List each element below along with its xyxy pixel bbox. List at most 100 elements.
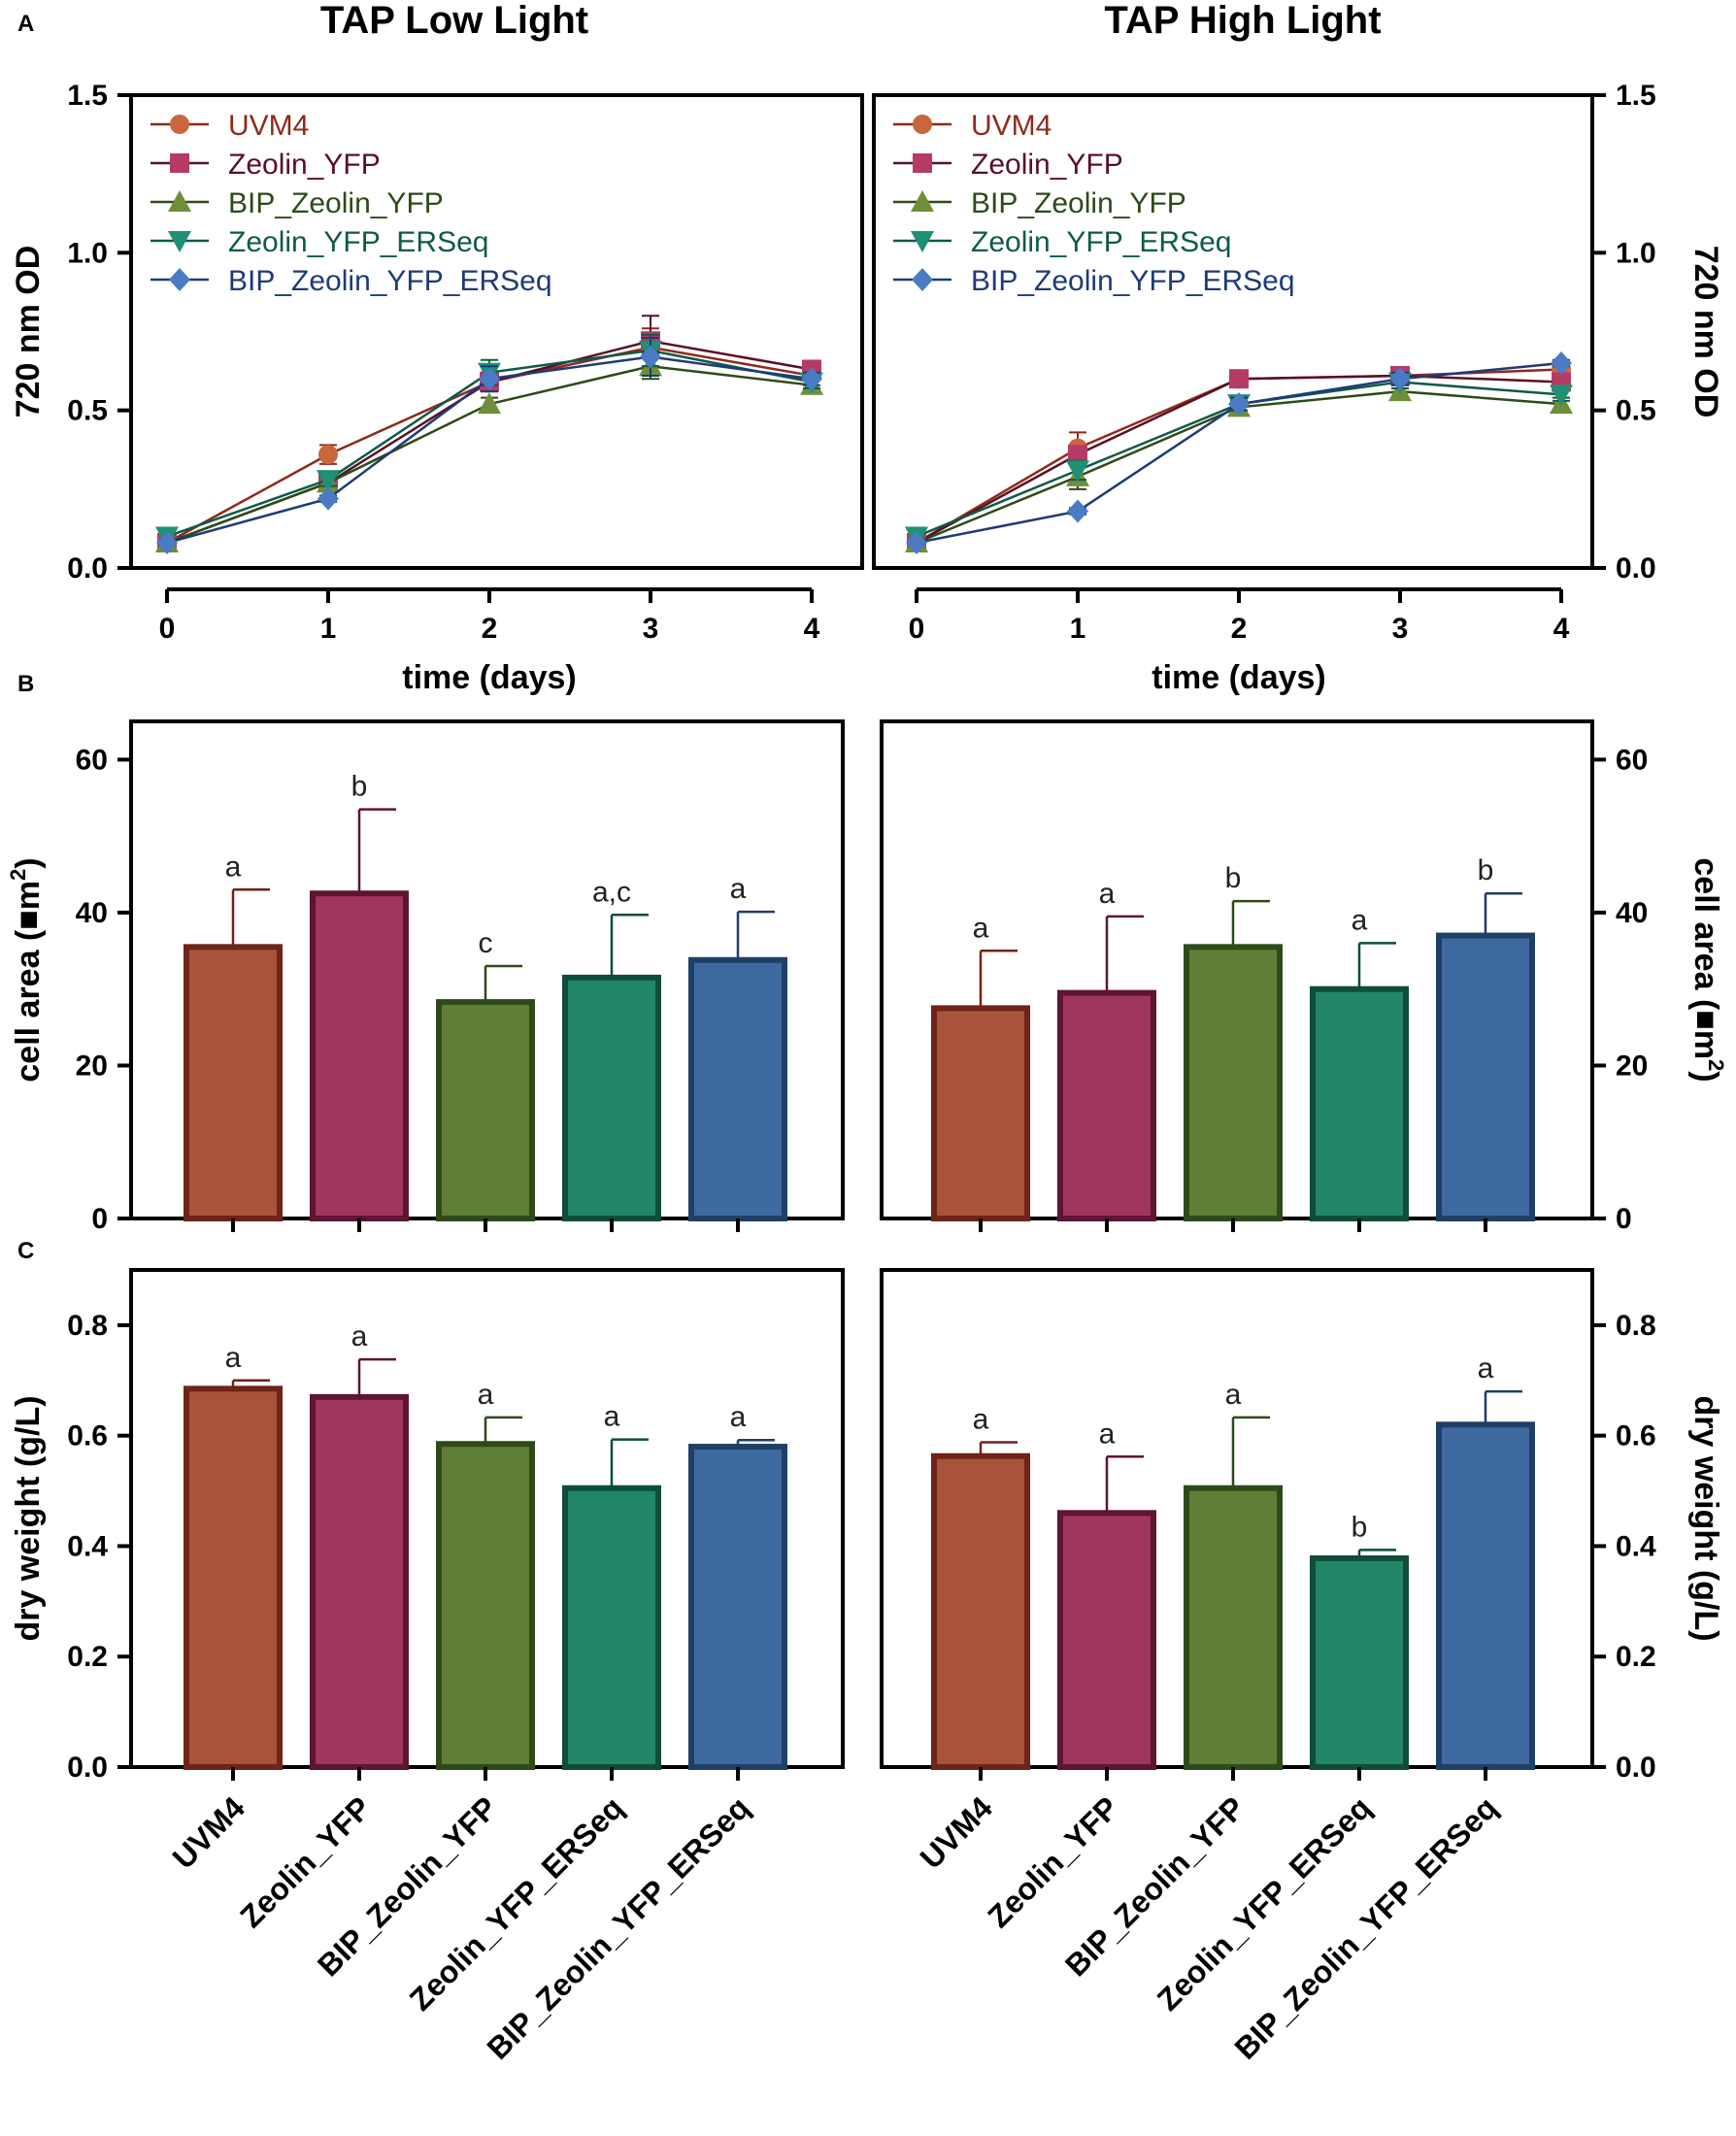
legend-label-uvm4: UVM4	[228, 110, 309, 142]
significance-letter: b	[1352, 1511, 1368, 1543]
y-tick-label: 0.5	[67, 395, 108, 427]
significance-letter: a	[1099, 1418, 1116, 1450]
y-tick-label: 0.2	[67, 1641, 108, 1673]
significance-letter: a	[730, 873, 747, 905]
y-tick-label: 0	[91, 1203, 108, 1235]
panel-label-c: C	[17, 1238, 34, 1264]
legend: UVM4 Zeolin_YFP BIP_Zeolin_YFP Zeolin_YFP_E…	[893, 110, 1295, 297]
y-axis-title: dry weight (g/L)	[1687, 1395, 1724, 1641]
y-tick-label: 0.5	[1616, 395, 1656, 427]
y-tick-label: 0.8	[67, 1310, 108, 1342]
x-tick-label: 4	[804, 613, 820, 645]
significance-letter: a	[225, 1342, 242, 1374]
micro-glyph-icon: ■	[10, 910, 47, 930]
bar-bip-zeolin-yfp	[1184, 944, 1283, 1221]
bar-uvm4	[184, 1385, 283, 1771]
legend-label-bip-zeolin-yfp-erseq: BIP_Zeolin_YFP_ERSeq	[971, 265, 1295, 297]
legend-label-bip-zeolin-yfp: BIP_Zeolin_YFP	[228, 187, 444, 219]
legend-marker	[913, 115, 932, 134]
panel-label-b: B	[17, 671, 34, 697]
legend-label-zeolin-yfp: Zeolin_YFP	[971, 149, 1123, 181]
legend: UVM4 Zeolin_YFP BIP_Zeolin_YFP Zeolin_YFP_E…	[150, 110, 552, 297]
legend-label-bip-zeolin-yfp: BIP_Zeolin_YFP	[971, 187, 1186, 219]
data-point	[156, 531, 178, 555]
legend-marker	[168, 190, 191, 212]
bar-zeolin-yfp	[1057, 989, 1156, 1222]
data-point	[1066, 460, 1089, 483]
significance-letter: b	[1225, 862, 1242, 894]
significance-letter: a	[973, 912, 989, 944]
data-point	[1550, 384, 1573, 407]
bar-group-zeolin-yfp: b	[310, 771, 409, 1232]
bar-bip-zeolin-yfp	[436, 999, 535, 1222]
legend-marker	[911, 190, 934, 212]
data-point	[1229, 369, 1249, 389]
significance-letter: a	[730, 1401, 747, 1433]
data-point	[906, 531, 927, 555]
bar-uvm4	[931, 1005, 1030, 1222]
bar-group-bip-zeolin-yfp: c	[436, 927, 535, 1232]
data-point	[479, 367, 500, 391]
x-tick-label: BIP_Zeolin_YFP_ERSeq	[1227, 1789, 1503, 2065]
x-tick-label: 1	[320, 613, 337, 645]
bar-zeolin-yfp	[310, 890, 409, 1221]
chart-b-low: 0 20 40 60 a b c a,c a cell area (■m2)	[6, 719, 845, 1235]
series-line	[916, 361, 1562, 545]
y-axis-title-prefix: cell area (	[1687, 857, 1724, 1011]
data-point	[478, 392, 501, 415]
y-tick-label: 1.0	[1616, 237, 1656, 269]
x-tick-label: 1	[1070, 613, 1086, 645]
legend-marker	[913, 153, 932, 173]
data-point	[1228, 392, 1250, 417]
y-tick-label: 0.4	[67, 1530, 108, 1562]
x-tick-label: 0	[159, 613, 176, 645]
x-tick-label: 3	[1392, 613, 1409, 645]
y-tick-label: 0.0	[67, 552, 108, 584]
series-bip-zeolin-yfp-erseq	[906, 350, 1572, 555]
data-point	[317, 486, 339, 511]
chart-a-low: 0 1 2 3 4 time (days) 0.0 0.5 1.0 1.5 720 nm OD UVM…	[10, 80, 864, 696]
legend-marker	[170, 153, 189, 173]
bar-uvm4	[184, 944, 283, 1221]
significance-letter: a	[1352, 904, 1368, 936]
significance-letter: b	[1478, 854, 1494, 886]
significance-letter: a	[604, 1401, 620, 1433]
x-tick-label: BIP_Zeolin_YFP_ERSeq	[480, 1789, 755, 2065]
y-tick-label: 20	[76, 1050, 108, 1082]
y-tick-label: 0.6	[1616, 1420, 1656, 1452]
y-tick-label: 40	[76, 897, 108, 929]
significance-letter: a	[1099, 878, 1116, 910]
y-tick-label: 0.0	[1616, 1752, 1656, 1784]
data-point	[1067, 499, 1088, 523]
x-tick-label: Zeolin_YFP_ERSeq	[1151, 1789, 1378, 2017]
bar-group-bip-zeolin-yfp-erseq: b	[1436, 854, 1535, 1232]
y-tick-label: 1.0	[67, 237, 108, 269]
y-tick-label: 40	[1616, 897, 1648, 929]
column-title-low-light: TAP Low Light	[320, 0, 588, 42]
bar-bip-zeolin-yfp-erseq	[1436, 932, 1535, 1221]
bar-bip-zeolin-yfp	[436, 1441, 535, 1770]
legend-marker	[912, 268, 933, 291]
y-axis-title-unit: m	[10, 881, 47, 910]
legend-marker	[169, 268, 190, 291]
y-tick-label: 60	[76, 744, 108, 776]
x-tick-label: 0	[909, 613, 925, 645]
y-tick-label: 60	[1616, 744, 1648, 776]
bar-zeolin-yfp	[310, 1393, 409, 1771]
column-title-high-light: TAP High Light	[1104, 0, 1381, 42]
y-tick-label: 0.4	[1616, 1530, 1656, 1562]
legend-label-zeolin-yfp: Zeolin_YFP	[228, 149, 381, 181]
y-tick-label: 0.6	[67, 1420, 108, 1452]
x-axis-title: time (days)	[1152, 659, 1326, 696]
y-axis-title-prefix: cell area (	[10, 929, 47, 1083]
y-axis-title: cell area (■m2)	[6, 857, 47, 1082]
x-tick-label: 3	[643, 613, 659, 645]
bar-bip-zeolin-yfp-erseq	[688, 956, 787, 1221]
data-point	[1068, 445, 1087, 465]
x-tick-label: UVM4	[166, 1789, 251, 1875]
bar-group-bip-zeolin-yfp: b	[1184, 862, 1283, 1232]
y-axis-title: cell area (■m2)	[1687, 857, 1728, 1082]
panel-label-a: A	[17, 11, 34, 37]
legend-label-zeolin-yfp-erseq: Zeolin_YFP_ERSeq	[971, 226, 1231, 258]
y-axis-title: 720 nm OD	[1687, 246, 1724, 418]
